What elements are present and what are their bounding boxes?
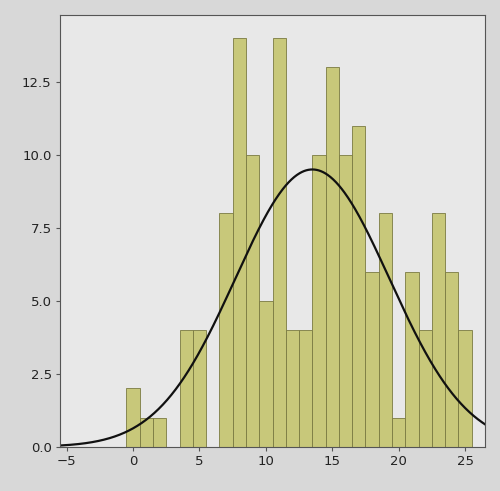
Bar <box>153 418 166 447</box>
Bar <box>126 388 140 447</box>
Bar <box>326 67 339 447</box>
Bar <box>458 330 471 447</box>
Bar <box>392 418 406 447</box>
Bar <box>193 330 206 447</box>
Bar <box>259 301 272 447</box>
Bar <box>232 38 246 447</box>
Bar <box>286 330 299 447</box>
Bar <box>432 213 445 447</box>
Bar <box>272 38 286 447</box>
Bar <box>379 213 392 447</box>
Bar <box>445 272 458 447</box>
Bar <box>366 272 379 447</box>
Bar <box>299 330 312 447</box>
Bar <box>220 213 232 447</box>
Bar <box>312 155 326 447</box>
Bar <box>418 330 432 447</box>
Bar <box>246 155 259 447</box>
Bar <box>180 330 193 447</box>
Bar <box>352 126 366 447</box>
Bar <box>339 155 352 447</box>
Bar <box>140 418 153 447</box>
Bar <box>406 272 418 447</box>
